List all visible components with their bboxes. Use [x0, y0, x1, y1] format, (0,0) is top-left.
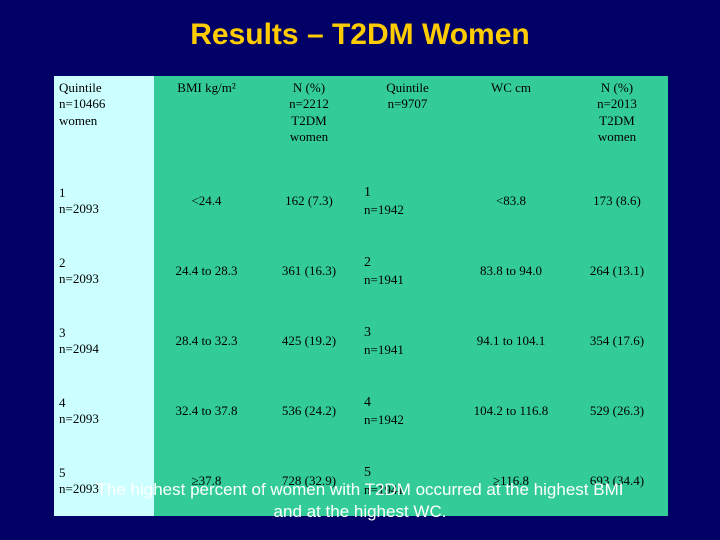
- quintile-bmi-cell: 3 n=2094: [54, 306, 154, 376]
- bmi-cell: 32.4 to 37.8: [154, 376, 259, 446]
- wc-cell: 83.8 to 94.0: [456, 236, 566, 306]
- n-wc-cell: 354 (17.6): [566, 306, 668, 376]
- bmi-cell: ≥37.8: [154, 446, 259, 516]
- header-wc: WC cm: [456, 76, 566, 166]
- quintile-wc-cell: 4 n=1942: [359, 376, 456, 446]
- quintile-bmi-cell: 4 n=2093: [54, 376, 154, 446]
- table-row: 4 n=2093 32.4 to 37.8 536 (24.2) 4 n=194…: [54, 376, 668, 446]
- n-wc-cell: 264 (13.1): [566, 236, 668, 306]
- table-row: 5 n=2093 ≥37.8 728 (32.9) 5 n=1941 ≥116.…: [54, 446, 668, 516]
- wc-cell: 94.1 to 104.1: [456, 306, 566, 376]
- table-row: 2 n=2093 24.4 to 28.3 361 (16.3) 2 n=194…: [54, 236, 668, 306]
- n-bmi-cell: 425 (19.2): [259, 306, 359, 376]
- slide-title: Results – T2DM Women: [190, 18, 530, 51]
- n-bmi-cell: 536 (24.2): [259, 376, 359, 446]
- header-n-wc: N (%) n=2013 T2DM women: [566, 76, 668, 166]
- n-bmi-cell: 361 (16.3): [259, 236, 359, 306]
- quintile-bmi-cell: 1 n=2093: [54, 166, 154, 236]
- conclusion-text: The highest percent of women with T2DM o…: [96, 480, 624, 522]
- bmi-cell: 24.4 to 28.3: [154, 236, 259, 306]
- n-bmi-cell: 162 (7.3): [259, 166, 359, 236]
- wc-cell: <83.8: [456, 166, 566, 236]
- n-bmi-cell: 728 (32.9): [259, 446, 359, 516]
- quintile-bmi-cell: 2 n=2093: [54, 236, 154, 306]
- n-wc-cell: 693 (34.4): [566, 446, 668, 516]
- table-row: 1 n=2093 <24.4 162 (7.3) 1 n=1942 <83.8 …: [54, 166, 668, 236]
- header-quintile-bmi: Quintile n=10466 women: [54, 76, 154, 166]
- bmi-cell: 28.4 to 32.3: [154, 306, 259, 376]
- header-quintile-wc: Quintile n=9707: [359, 76, 456, 166]
- quintile-bmi-cell: 5 n=2093: [54, 446, 154, 516]
- n-wc-cell: 173 (8.6): [566, 166, 668, 236]
- n-wc-cell: 529 (26.3): [566, 376, 668, 446]
- quintile-wc-cell: 2 n=1941: [359, 236, 456, 306]
- quintile-wc-cell: 5 n=1941: [359, 446, 456, 516]
- header-n-bmi: N (%) n=2212 T2DM women: [259, 76, 359, 166]
- quintile-wc-cell: 3 n=1941: [359, 306, 456, 376]
- table-header-row: Quintile n=10466 women BMI kg/m² N (%) n…: [54, 76, 668, 166]
- header-bmi: BMI kg/m²: [154, 76, 259, 166]
- quintile-wc-cell: 1 n=1942: [359, 166, 456, 236]
- results-table: Quintile n=10466 women BMI kg/m² N (%) n…: [54, 76, 668, 516]
- bmi-cell: <24.4: [154, 166, 259, 236]
- table-row: 3 n=2094 28.4 to 32.3 425 (19.2) 3 n=194…: [54, 306, 668, 376]
- wc-cell: 104.2 to 116.8: [456, 376, 566, 446]
- wc-cell: ≥116.8: [456, 446, 566, 516]
